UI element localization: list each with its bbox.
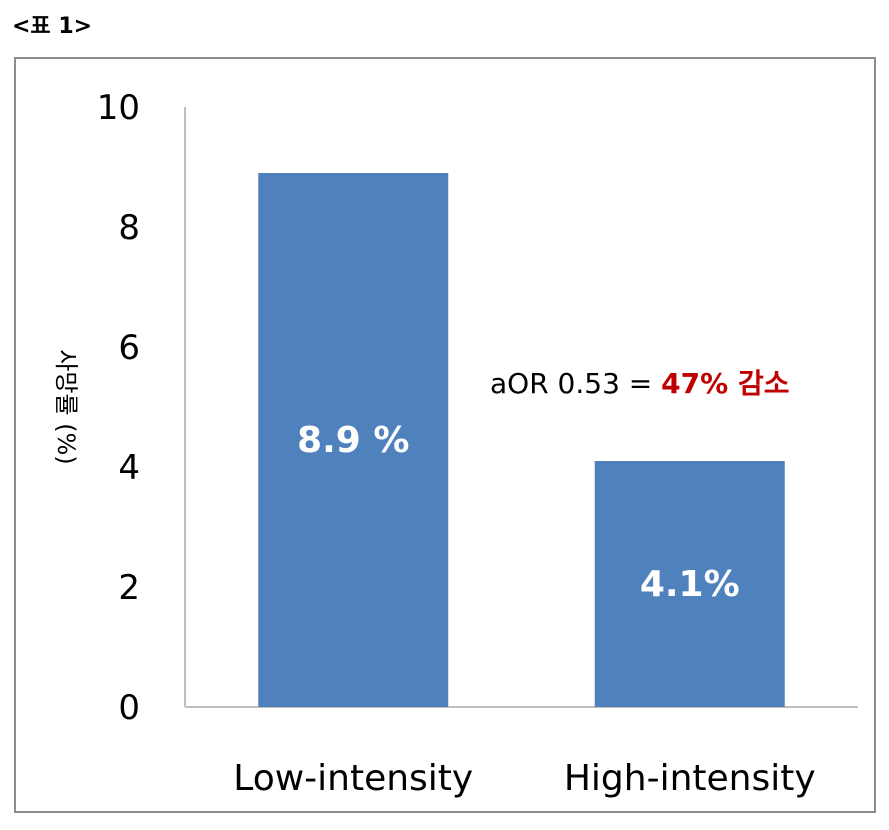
y-tick-label: 0	[118, 688, 140, 728]
x-category-label: High-intensity	[564, 758, 816, 799]
bars	[258, 173, 785, 707]
annotation-prefix: aOR 0.53 =	[490, 367, 661, 400]
y-tick-label: 4	[118, 448, 140, 488]
y-tick-label: 6	[118, 328, 140, 368]
bar-low-intensity	[258, 173, 449, 707]
y-tick-label: 10	[97, 88, 140, 128]
y-axis-label: 사망률 (%)	[52, 349, 80, 464]
annotation-text: aOR 0.53 = 47% 감소	[490, 367, 789, 400]
y-tick-label: 2	[118, 568, 140, 608]
bar-high-intensity	[594, 461, 785, 707]
labels: 8.9 % Low-intensity 4.1% High-intensity	[233, 420, 815, 799]
y-tick-label: 8	[118, 208, 140, 248]
data-label: 8.9 %	[297, 420, 409, 461]
figure-caption: <표 1>	[12, 14, 93, 39]
x-category-label: Low-intensity	[233, 758, 473, 799]
annotation: aOR 0.53 = 47% 감소	[490, 367, 789, 400]
y-axis-label-group: 사망률 (%)	[52, 349, 80, 464]
data-label: 4.1%	[640, 564, 740, 605]
annotation-highlight: 47% 감소	[661, 367, 789, 400]
